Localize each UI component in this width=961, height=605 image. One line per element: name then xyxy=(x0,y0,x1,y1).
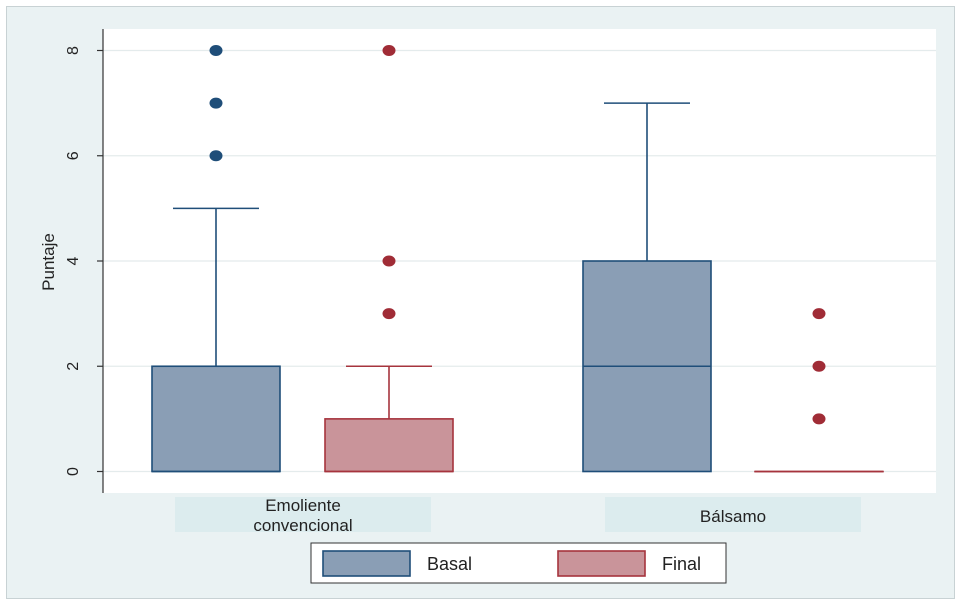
boxes xyxy=(151,45,884,473)
box-body xyxy=(324,418,454,473)
y-axis-label: Puntaje xyxy=(39,233,58,291)
legend-label-final: Final xyxy=(662,554,701,574)
box-final-0 xyxy=(324,45,454,473)
outlier-point xyxy=(812,308,826,320)
outlier-point xyxy=(382,308,396,320)
outlier-point xyxy=(812,413,826,425)
legend-swatch-basal xyxy=(322,550,411,577)
category-label-bg xyxy=(605,497,861,532)
outlier-point xyxy=(209,97,223,109)
y-tick-label: 2 xyxy=(65,362,82,371)
legend-label-basal: Basal xyxy=(427,554,472,574)
y-axis: 0 2 4 6 8 xyxy=(65,29,104,493)
y-tick-label: 0 xyxy=(65,467,82,476)
y-tick-label: 8 xyxy=(65,46,82,55)
box-basal-0 xyxy=(151,45,281,473)
box-basal-1 xyxy=(582,102,712,473)
outlier-point xyxy=(382,45,396,56)
category-label: Bálsamo xyxy=(700,507,766,526)
legend: Basal Final xyxy=(310,542,727,584)
box-body xyxy=(151,365,281,473)
category-label: convencional xyxy=(253,516,352,535)
outlier-point xyxy=(209,45,223,56)
outlier-point xyxy=(812,360,826,372)
category-label: Emoliente xyxy=(265,496,341,515)
legend-swatch-final xyxy=(557,550,646,577)
outlier-point xyxy=(382,255,396,267)
y-tick-label: 4 xyxy=(65,256,82,265)
category-label-bg xyxy=(175,497,431,532)
box-final-1 xyxy=(754,308,884,473)
outlier-point xyxy=(209,150,223,162)
y-tick-label: 6 xyxy=(65,151,82,160)
